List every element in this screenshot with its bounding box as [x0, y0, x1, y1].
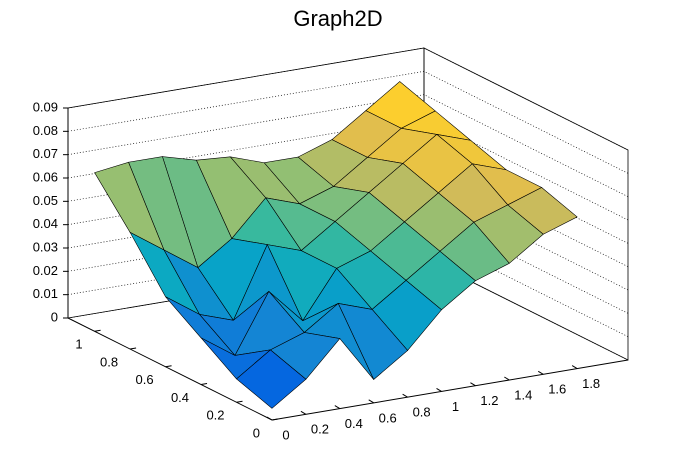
x-tick — [436, 387, 442, 392]
surface-cell — [236, 349, 307, 409]
z-tick-label: 0.06 — [33, 169, 58, 184]
x-axis — [271, 359, 629, 421]
z-tick-label: 0.09 — [33, 99, 58, 114]
x-tick — [470, 382, 476, 387]
chart-title: Graph2D — [293, 6, 382, 31]
z-tick-label: 0.08 — [33, 123, 58, 138]
y-tick-label: 0.4 — [171, 390, 189, 405]
y-tick-label: 0.2 — [206, 408, 224, 423]
x-tick — [334, 405, 341, 410]
x-tick — [368, 399, 374, 404]
x-tick — [300, 410, 307, 415]
grid-line — [67, 70, 629, 174]
grid-line — [67, 47, 629, 151]
x-tick-label: 1.2 — [480, 393, 498, 408]
z-tick-label: 0.03 — [33, 239, 58, 254]
x-tick — [402, 393, 408, 398]
y-tick — [94, 329, 101, 332]
x-tick-label: 0 — [282, 427, 289, 442]
y-axis — [67, 317, 273, 421]
x-tick — [504, 376, 510, 381]
z-tick-label: 0.07 — [33, 146, 58, 161]
grid-line — [67, 94, 629, 197]
x-tick-label: 0.8 — [413, 405, 431, 420]
y-tick — [200, 383, 208, 386]
x-tick — [266, 416, 273, 421]
x-tick-label: 0.2 — [311, 422, 329, 437]
y-tick-label: 1 — [75, 337, 82, 352]
x-tick-label: 1.8 — [582, 376, 600, 391]
z-tick-label: 0.01 — [33, 286, 58, 301]
y-tick-label: 0.8 — [100, 354, 118, 369]
x-tick-label: 0.6 — [379, 410, 397, 425]
y-tick — [271, 418, 279, 421]
x-tick-label: 1.4 — [514, 387, 532, 402]
z-tick-label: 0.02 — [33, 263, 58, 278]
x-tick-label: 1 — [452, 399, 459, 414]
y-tick — [236, 400, 243, 403]
x-tick — [571, 365, 578, 370]
x-tick-label: 1.6 — [548, 382, 566, 397]
y-tick-label: 0.6 — [135, 372, 153, 387]
x-tick-label: 0.4 — [345, 416, 363, 431]
z-tick-label: 0.04 — [33, 216, 58, 231]
z-tick-label: 0.05 — [33, 193, 58, 208]
y-tick-label: 0 — [253, 425, 260, 440]
z-tick-label: 0 — [51, 309, 58, 324]
y-tick — [165, 365, 172, 368]
grid-line — [67, 117, 629, 221]
x-tick — [537, 370, 544, 375]
y-tick — [130, 347, 137, 350]
